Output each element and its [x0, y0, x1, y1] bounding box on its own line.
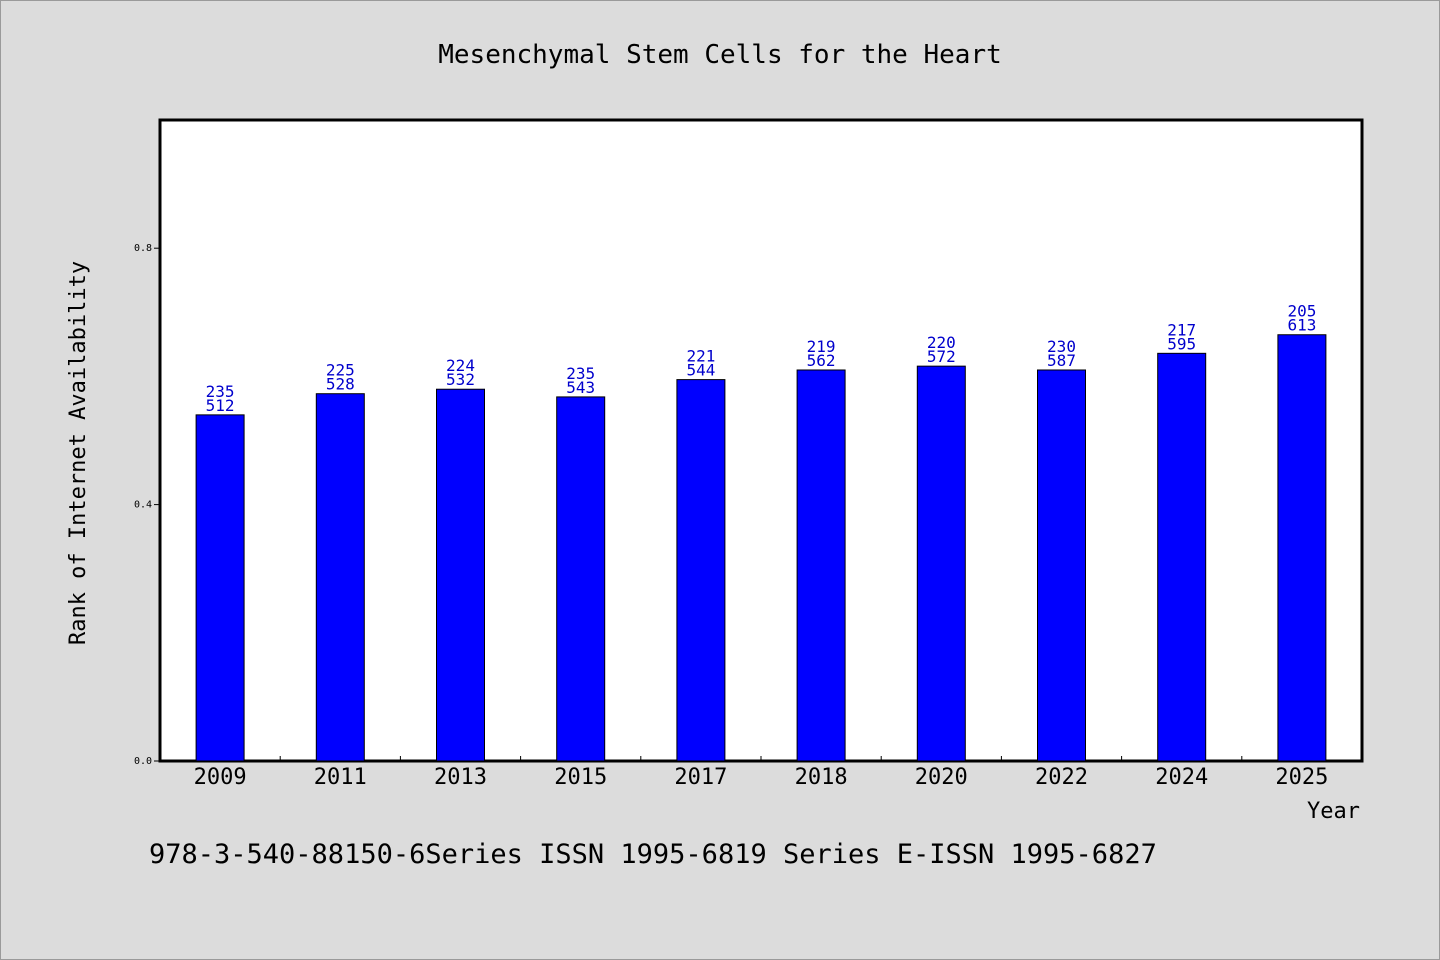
chart-title: Mesenchymal Stem Cells for the Heart: [438, 40, 1002, 70]
x-axis-ticks: 2009 2011 2013 2015 2017 2018 2020 2022 2024 2025: [194, 756, 1328, 790]
bar-label-bottom: 587: [1047, 351, 1076, 370]
bar-label-bottom: 532: [446, 370, 475, 389]
bar-label-top: 225: [326, 361, 355, 380]
x-tick-label: 2013: [434, 765, 487, 790]
y-tick-label: 0.4: [134, 500, 152, 511]
bar-series: [195, 334, 1327, 762]
bar-label-top: 205: [1287, 302, 1316, 321]
bar-label-top: 224: [446, 356, 475, 375]
bar: [1157, 352, 1207, 762]
bar: [676, 379, 726, 762]
x-tick-label: 2024: [1155, 765, 1208, 790]
bar: [1277, 334, 1327, 762]
bar: [315, 393, 365, 762]
x-tick-label: 2017: [674, 765, 727, 790]
bar-label-bottom: 543: [566, 378, 595, 397]
bar-label-top: 235: [206, 382, 235, 401]
bar: [436, 388, 485, 762]
bar: [556, 396, 606, 762]
y-tick-label: 0.8: [134, 243, 152, 254]
x-tick-label: 2020: [915, 765, 968, 790]
x-axis-label: Year: [1307, 799, 1360, 824]
bar-label-top: 221: [686, 347, 715, 366]
bar-label-bottom: 595: [1167, 334, 1196, 353]
y-axis-ticks: 0.0 0.4 0.8: [134, 243, 160, 767]
bar-label-top: 230: [1047, 337, 1076, 356]
y-axis-label: Rank of Internet Availability: [66, 261, 91, 645]
x-tick-label: 2018: [795, 765, 848, 790]
bar-label-bottom: 562: [807, 351, 836, 370]
x-tick-label: 2009: [194, 765, 247, 790]
bar-label-top: 219: [807, 337, 836, 356]
bar: [195, 414, 245, 762]
bar-label-bottom: 572: [927, 347, 956, 366]
y-tick-label: 0.0: [134, 756, 152, 767]
bar-label-top: 235: [566, 364, 595, 383]
bar-label-top: 217: [1167, 320, 1196, 339]
bar: [916, 365, 966, 762]
bar-label-top: 220: [927, 333, 956, 352]
footer-identifiers: 978-3-540-88150-6Series ISSN 1995-6819 S…: [149, 839, 1157, 870]
bar-label-bottom: 528: [326, 375, 355, 394]
bar: [796, 369, 846, 762]
bar: [1037, 369, 1086, 762]
x-tick-label: 2011: [314, 765, 367, 790]
x-tick-label: 2022: [1035, 765, 1088, 790]
x-tick-label: 2025: [1275, 765, 1328, 790]
bar-label-bottom: 613: [1287, 316, 1316, 335]
bar-label-bottom: 544: [686, 361, 715, 380]
x-tick-label: 2015: [554, 765, 607, 790]
bar-label-bottom: 512: [206, 396, 235, 415]
